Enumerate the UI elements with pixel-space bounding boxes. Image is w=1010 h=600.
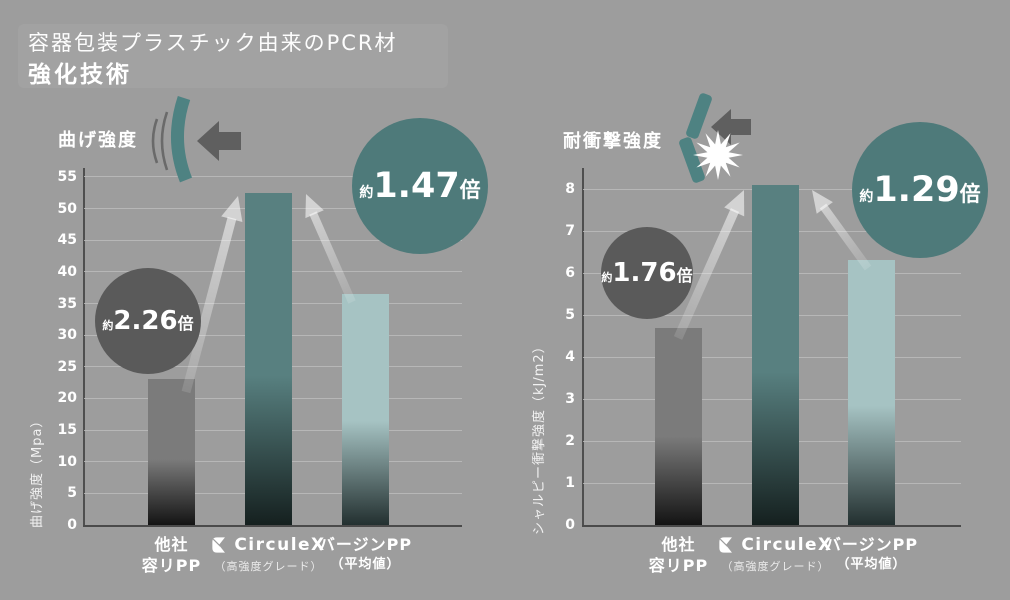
badge-prefix: 約 <box>859 189 874 205</box>
bar-circulex <box>752 184 799 525</box>
x-axis-line <box>83 525 462 527</box>
badge-prefix: 約 <box>102 319 114 332</box>
impact-burst-icon <box>679 93 751 183</box>
y-tick-label: 40 <box>57 263 77 280</box>
left-arrow-icon <box>711 109 751 145</box>
badge-suffix: 倍 <box>959 182 981 206</box>
arrow-head <box>305 194 324 219</box>
page-subtitle: 容器包装プラスチック由来のPCR材 <box>28 31 398 55</box>
category-line: バージンPP <box>318 535 413 554</box>
category-line: （平均値） <box>330 557 401 572</box>
y-tick-label: 15 <box>57 422 77 439</box>
ratio-badge-1-76x: 約 1.76 倍 <box>601 227 693 319</box>
category-line: （平均値） <box>836 557 907 572</box>
ratio-badge-2-26x: 約 2.26 倍 <box>95 268 201 374</box>
bar-circulex <box>245 192 292 525</box>
brand-grade-label: （高強度グレード） <box>721 560 830 573</box>
y-tick-label: 5 <box>565 307 575 323</box>
brand-grade-label: （高強度グレード） <box>214 560 323 573</box>
arrow-shaft <box>309 211 356 304</box>
y-tick-label: 35 <box>57 295 77 312</box>
y-tick-label: 4 <box>565 349 575 365</box>
title-panel <box>18 24 448 88</box>
bar-virgin-pp <box>848 260 895 525</box>
x-category-label: CirculeX （高強度グレード） <box>189 534 349 574</box>
brand-name: CirculeX <box>234 534 326 555</box>
x-axis-line <box>582 525 961 527</box>
x-category-label: バージンPP （平均値） <box>286 534 446 574</box>
y-tick-label: 1 <box>565 475 575 491</box>
starburst-icon <box>693 130 743 180</box>
y-tick-label: 6 <box>565 265 575 281</box>
gridline <box>84 176 462 178</box>
y-tick-label: 45 <box>57 232 77 249</box>
bar-virgin-pp <box>342 294 389 525</box>
badge-suffix: 倍 <box>177 314 194 333</box>
arrow-head <box>812 190 833 214</box>
y-tick-label: 30 <box>57 327 77 344</box>
bar-other-company-pp <box>148 379 195 525</box>
y-tick-label: 3 <box>565 391 575 407</box>
category-line: バージンPP <box>824 535 919 554</box>
x-category-label: バージンPP （平均値） <box>792 534 952 574</box>
x-category-label: CirculeX （高強度グレード） <box>696 534 856 574</box>
bar-other-company-pp <box>655 327 702 525</box>
badge-value: 1.47 <box>373 166 460 206</box>
badge-value: 1.76 <box>612 258 677 288</box>
y-axis-line <box>582 168 584 527</box>
badge-suffix: 倍 <box>676 266 693 285</box>
y-tick-label: 7 <box>565 223 575 239</box>
circulex-brand: CirculeX <box>696 534 856 555</box>
left-arrow-icon <box>197 121 241 161</box>
bend-flex-icon <box>151 95 241 183</box>
category-line: 他社 <box>154 535 189 554</box>
y-tick-label: 0 <box>67 517 77 533</box>
right-y-axis-label: シャルピー衝撃強度（kJ/m2） <box>532 339 547 535</box>
y-tick-label: 8 <box>565 181 575 197</box>
brand-name: CirculeX <box>741 534 833 555</box>
y-axis-line <box>83 168 85 527</box>
x-category-label: 他社容リPP <box>92 534 252 576</box>
category-line: 容リPP <box>648 556 709 575</box>
y-tick-label: 5 <box>67 485 77 502</box>
y-tick-label: 2 <box>565 433 575 449</box>
badge-prefix: 約 <box>359 185 374 201</box>
circulex-logo-icon <box>718 536 736 554</box>
badge-prefix: 約 <box>601 271 613 284</box>
y-tick-label: 50 <box>57 200 77 217</box>
badge-value: 1.29 <box>873 170 960 210</box>
circulex-logo-icon <box>211 536 229 554</box>
y-tick-label: 55 <box>57 168 77 185</box>
badge-value: 2.26 <box>113 306 178 336</box>
ratio-badge-1-47x: 約 1.47 倍 <box>352 118 488 254</box>
circulex-brand: CirculeX <box>189 534 349 555</box>
category-line: 容リPP <box>141 556 202 575</box>
badge-suffix: 倍 <box>459 178 481 202</box>
ratio-badge-1-29x: 約 1.29 倍 <box>852 122 988 258</box>
y-tick-label: 10 <box>57 453 77 470</box>
left-chart-title: 曲げ強度 <box>58 130 138 151</box>
left-y-axis-label: 曲げ強度（Mpa） <box>30 413 45 528</box>
x-category-label: 他社容リPP <box>599 534 759 576</box>
right-chart-title: 耐衝撃強度 <box>563 131 663 152</box>
y-tick-label: 0 <box>565 517 575 533</box>
y-tick-label: 25 <box>57 358 77 375</box>
category-line: 他社 <box>661 535 696 554</box>
page-title: 強化技術 <box>28 62 132 88</box>
y-tick-label: 20 <box>57 390 77 407</box>
